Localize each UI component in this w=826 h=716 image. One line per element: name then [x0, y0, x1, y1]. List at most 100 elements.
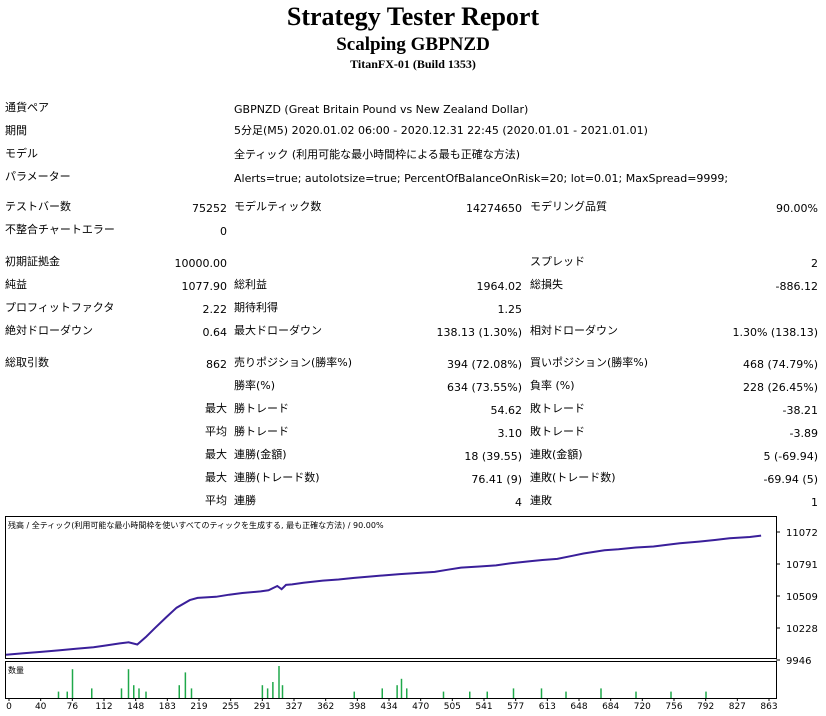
max-cons-profit-label: 連勝(トレード数)	[234, 471, 320, 484]
profit-factor-label: プロフィットファクタ	[5, 301, 115, 314]
gross-profit-value: 1964.02	[476, 280, 523, 293]
abs-drawdown-label: 絶対ドローダウン	[5, 324, 93, 337]
y-tick-label: 10509	[786, 592, 818, 603]
period-value: 5分足(M5) 2020.01.02 06:00 - 2020.12.31 22…	[234, 124, 648, 137]
net-profit-value: 1077.90	[181, 280, 228, 293]
avg-loss-label: 敗トレード	[530, 425, 585, 438]
x-tick-label: 255	[222, 702, 239, 711]
avg-qualifier-2: 平均	[205, 494, 227, 507]
avg-cons-losses-label: 連敗	[530, 494, 552, 507]
avg-cons-wins-value: 4	[515, 496, 522, 509]
avg-win-label: 勝トレード	[234, 425, 289, 438]
y-tick-label: 9946	[786, 656, 811, 667]
x-tick-label: 756	[665, 702, 682, 711]
report-title: Strategy Tester Report	[286, 2, 540, 31]
expected-payoff-label: 期待利得	[234, 301, 278, 314]
deposit-label: 初期証拠金	[5, 255, 60, 268]
win-rate-value: 634 (73.55%)	[446, 381, 522, 394]
avg-loss-value: -3.89	[789, 427, 818, 440]
ticks-label: モデルティック数	[234, 200, 322, 213]
period-label: 期間	[5, 124, 27, 137]
bars-label: テストバー数	[5, 200, 71, 213]
errors-value: 0	[220, 225, 227, 238]
total-trades-value: 862	[206, 358, 227, 371]
avg-win-value: 3.10	[497, 427, 523, 440]
x-tick-label: 76	[67, 702, 79, 711]
bars-value: 75252	[192, 202, 227, 215]
max-cons-losses-value: 5 (-69.94)	[763, 450, 818, 463]
y-tick-label: 10791	[786, 560, 818, 571]
symbol-label: 通貨ペア	[5, 101, 49, 114]
net-profit-label: 純益	[5, 278, 27, 291]
max-qualifier-2: 最大	[205, 448, 227, 461]
x-tick-label: 327	[285, 702, 302, 711]
max-qualifier: 最大	[205, 402, 227, 415]
max-cons-loss-amount-label: 連敗(トレード数)	[530, 471, 616, 484]
x-tick-label: 362	[317, 702, 334, 711]
rel-drawdown-label: 相対ドローダウン	[530, 324, 618, 337]
max-qualifier-3: 最大	[205, 471, 227, 484]
x-tick-label: 827	[729, 702, 746, 711]
avg-cons-wins-label: 連勝	[234, 494, 256, 507]
max-drawdown-value: 138.13 (1.30%)	[436, 326, 522, 339]
max-cons-profit-value: 76.41 (9)	[471, 473, 522, 486]
loss-rate-label: 負率 (%)	[530, 379, 575, 392]
long-positions-value: 468 (74.79%)	[742, 358, 818, 371]
largest-win-value: 54.62	[490, 404, 523, 417]
chart-title: 残高 / 全ティック(利用可能な最小時間枠を使いすべてのティックを生成する, 最…	[8, 520, 384, 530]
x-tick-label: 291	[254, 702, 271, 711]
short-positions-label: 売りポジション(勝率%)	[234, 356, 353, 369]
spread-value: 2	[811, 257, 818, 270]
x-tick-label: 434	[380, 702, 397, 711]
max-cons-wins-value: 18 (39.55)	[464, 450, 522, 463]
max-cons-wins-label: 連勝(金額)	[234, 448, 287, 461]
x-tick-label: 541	[475, 702, 492, 711]
x-tick-label: 684	[602, 702, 619, 711]
loss-rate-value: 228 (26.45%)	[742, 381, 818, 394]
expected-payoff-value: 1.25	[497, 303, 523, 316]
model-value: 全ティック (利用可能な最小時間枠による最も正確な方法)	[234, 148, 521, 161]
params-value: Alerts=true; autolotsize=true; PercentOf…	[234, 172, 729, 185]
max-cons-loss-amount-value: -69.94 (5)	[763, 473, 818, 486]
largest-loss-value: -38.21	[782, 404, 818, 417]
long-positions-label: 買いポジション(勝率%)	[530, 356, 649, 369]
x-tick-label: 40	[35, 702, 47, 711]
x-tick-label: 613	[539, 702, 556, 711]
errors-label: 不整合チャートエラー	[5, 223, 115, 236]
y-tick-label: 11072	[786, 528, 818, 539]
x-tick-label: 398	[349, 702, 366, 711]
avg-cons-losses-value: 1	[811, 496, 818, 509]
quality-value: 90.00%	[776, 202, 818, 215]
rel-drawdown-value: 1.30% (138.13)	[732, 326, 818, 339]
win-rate-label: 勝率(%)	[234, 379, 276, 392]
gross-profit-label: 総利益	[234, 278, 267, 291]
balance-chart: 残高 / 全ティック(利用可能な最小時間枠を使いすべてのティックを生成する, 最…	[5, 516, 818, 711]
x-tick-label: 112	[95, 702, 112, 711]
x-tick-label: 505	[444, 702, 461, 711]
server-build: TitanFX-01 (Build 1353)	[350, 57, 476, 71]
x-tick-label: 720	[634, 702, 651, 711]
model-label: モデル	[5, 147, 38, 160]
total-trades-label: 総取引数	[5, 356, 49, 369]
x-tick-label: 648	[570, 702, 587, 711]
report-subtitle: Scalping GBPNZD	[336, 34, 490, 55]
deposit-value: 10000.00	[174, 257, 228, 270]
x-tick-label: 0	[6, 702, 12, 711]
avg-qualifier: 平均	[205, 425, 227, 438]
params-label: パラメーター	[5, 170, 71, 183]
gross-loss-value: -886.12	[775, 280, 818, 293]
short-positions-value: 394 (72.08%)	[446, 358, 522, 371]
x-tick-label: 863	[760, 702, 777, 711]
x-tick-label: 148	[127, 702, 144, 711]
max-cons-losses-label: 連敗(金額)	[530, 448, 583, 461]
spread-label: スプレッド	[530, 255, 585, 268]
ticks-value: 14274650	[466, 202, 522, 215]
abs-drawdown-value: 0.64	[202, 326, 228, 339]
x-tick-label: 183	[159, 702, 176, 711]
quality-label: モデリング品質	[530, 200, 607, 213]
profit-factor-value: 2.22	[202, 303, 228, 316]
gross-loss-label: 総損失	[530, 278, 563, 291]
x-tick-label: 577	[507, 702, 524, 711]
balance-plot-frame	[5, 516, 777, 659]
x-tick-label: 219	[190, 702, 207, 711]
